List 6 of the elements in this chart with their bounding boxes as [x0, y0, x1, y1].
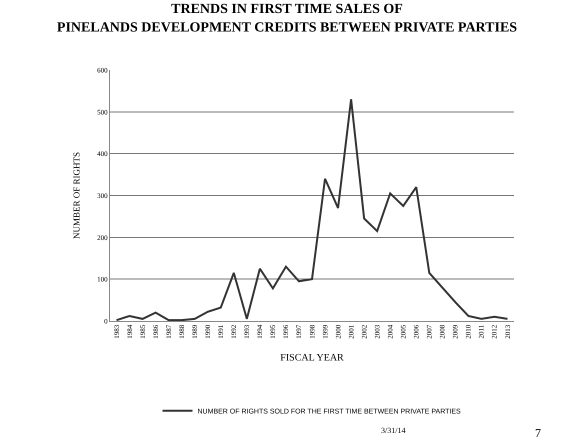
y-axis-title: NUMBER OF RIGHTS [71, 152, 82, 240]
chart-title: TRENDS IN FIRST TIME SALES OF PINELANDS DEVELOPMENT CREDITS BETWEEN PRIVATE PARTIES [56, 2, 518, 36]
text: 7 [535, 426, 541, 437]
line-series [116, 98, 508, 321]
x-axis-title: FISCAL YEAR [280, 352, 344, 364]
text: 3/31/14 [381, 426, 406, 435]
